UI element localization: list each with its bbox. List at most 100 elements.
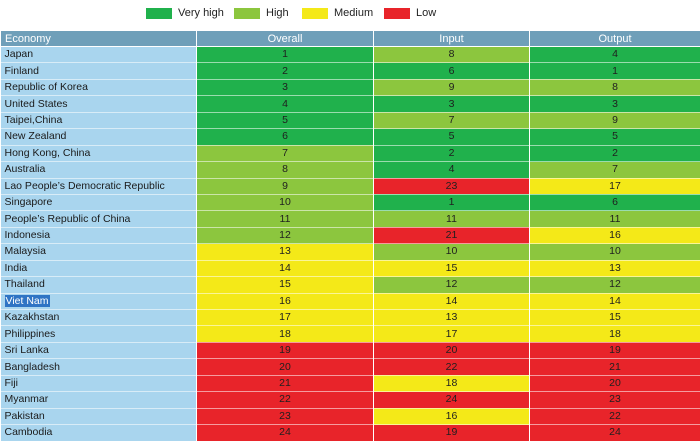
input-rank-cell: 14: [374, 293, 530, 309]
output-rank-cell: 22: [530, 408, 700, 424]
overall-rank-cell: 11: [197, 211, 374, 227]
output-rank-cell: 8: [530, 79, 700, 95]
economy-cell: New Zealand: [1, 129, 197, 145]
output-rank-cell: 6: [530, 194, 700, 210]
legend-label-very-high: Very high: [178, 7, 224, 19]
overall-rank-cell: 9: [197, 178, 374, 194]
legend-swatch-medium: [302, 8, 328, 19]
economy-name: Finland: [5, 65, 39, 77]
economy-name: Malaysia: [5, 245, 46, 257]
economy-name: Lao People’s Democratic Republic: [5, 180, 165, 192]
legend-item-medium: Medium: [302, 6, 373, 20]
economy-cell: Taipei,China: [1, 112, 197, 128]
input-rank-cell: 19: [374, 425, 530, 441]
output-rank-cell: 11: [530, 211, 700, 227]
economy-cell: People’s Republic of China: [1, 211, 197, 227]
input-rank-cell: 7: [374, 112, 530, 128]
economy-cell: Malaysia: [1, 244, 197, 260]
economy-name: Indonesia: [5, 229, 51, 241]
input-rank-cell: 5: [374, 129, 530, 145]
output-rank-cell: 14: [530, 293, 700, 309]
economy-name: Pakistan: [5, 410, 45, 422]
input-rank-cell: 2: [374, 145, 530, 161]
overall-rank-cell: 13: [197, 244, 374, 260]
overall-rank-cell: 22: [197, 392, 374, 408]
input-rank-cell: 17: [374, 326, 530, 342]
input-rank-cell: 21: [374, 227, 530, 243]
legend-item-very-high: Very high: [146, 6, 224, 20]
header-output: Output: [530, 31, 700, 47]
overall-rank-cell: 5: [197, 112, 374, 128]
output-rank-cell: 5: [530, 129, 700, 145]
overall-rank-cell: 6: [197, 129, 374, 145]
overall-rank-cell: 19: [197, 342, 374, 358]
economy-name: Sri Lanka: [5, 344, 49, 356]
output-rank-cell: 4: [530, 47, 700, 63]
input-rank-cell: 22: [374, 359, 530, 375]
output-rank-cell: 10: [530, 244, 700, 260]
economy-cell: Finland: [1, 63, 197, 79]
economy-name: Fiji: [5, 377, 18, 389]
output-rank-cell: 12: [530, 277, 700, 293]
input-rank-cell: 24: [374, 392, 530, 408]
input-rank-cell: 12: [374, 277, 530, 293]
legend-label-medium: Medium: [334, 7, 373, 19]
input-rank-cell: 20: [374, 342, 530, 358]
economy-name: People’s Republic of China: [5, 213, 131, 225]
economy-name: Thailand: [5, 278, 45, 290]
overall-rank-cell: 17: [197, 310, 374, 326]
output-rank-cell: 15: [530, 310, 700, 326]
input-rank-cell: 11: [374, 211, 530, 227]
economy-cell: Pakistan: [1, 408, 197, 424]
output-rank-cell: 1: [530, 63, 700, 79]
economy-cell: Hong Kong, China: [1, 145, 197, 161]
economy-name: India: [5, 262, 28, 274]
economy-name: Republic of Korea: [5, 81, 88, 93]
economy-name: Myanmar: [5, 393, 49, 405]
overall-rank-cell: 12: [197, 227, 374, 243]
economy-name: Cambodia: [5, 426, 53, 438]
overall-rank-cell: 3: [197, 79, 374, 95]
economy-name: Australia: [5, 163, 46, 175]
economy-cell: Indonesia: [1, 227, 197, 243]
input-rank-cell: 16: [374, 408, 530, 424]
overall-rank-cell: 20: [197, 359, 374, 375]
output-rank-cell: 16: [530, 227, 700, 243]
output-rank-cell: 3: [530, 96, 700, 112]
input-rank-cell: 6: [374, 63, 530, 79]
input-rank-cell: 18: [374, 375, 530, 391]
economy-name: Bangladesh: [5, 361, 60, 373]
output-rank-cell: 23: [530, 392, 700, 408]
economy-cell: Kazakhstan: [1, 310, 197, 326]
input-rank-cell: 13: [374, 310, 530, 326]
economy-cell: Philippines: [1, 326, 197, 342]
legend-item-low: Low: [384, 6, 436, 20]
output-rank-cell: 13: [530, 260, 700, 276]
economy-name: Japan: [5, 48, 34, 60]
economy-cell: Lao People’s Democratic Republic: [1, 178, 197, 194]
input-rank-cell: 10: [374, 244, 530, 260]
overall-rank-cell: 14: [197, 260, 374, 276]
overall-rank-cell: 15: [197, 277, 374, 293]
input-rank-cell: 23: [374, 178, 530, 194]
output-rank-cell: 21: [530, 359, 700, 375]
output-rank-cell: 19: [530, 342, 700, 358]
economy-cell: Fiji: [1, 375, 197, 391]
economy-name: Taipei,China: [5, 114, 63, 126]
overall-rank-cell: 2: [197, 63, 374, 79]
